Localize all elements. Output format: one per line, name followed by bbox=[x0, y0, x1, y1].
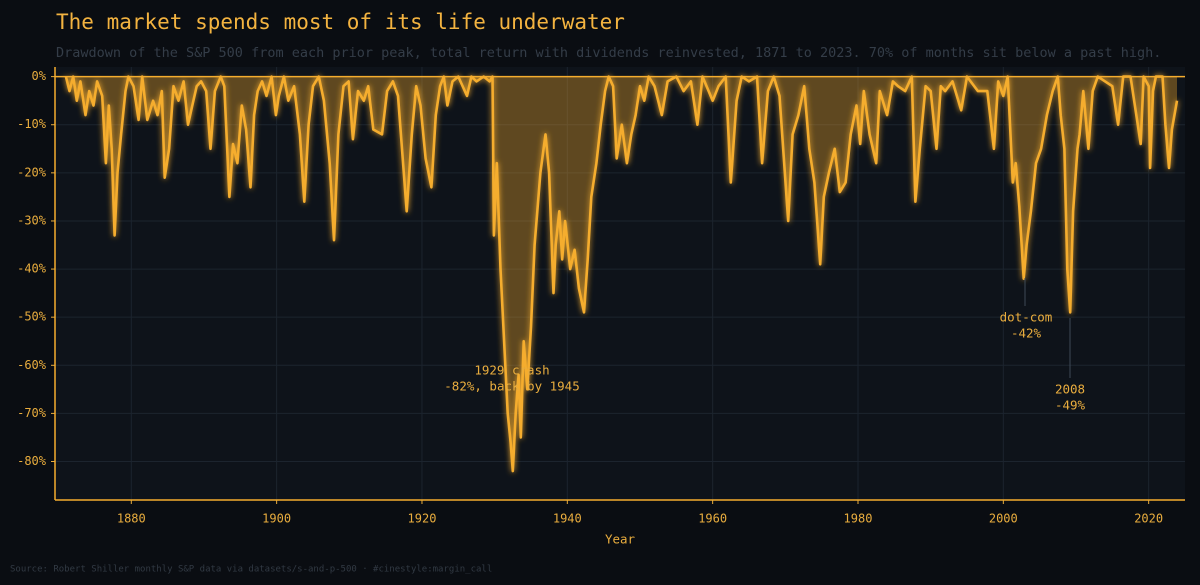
x-axis-label: Year bbox=[605, 532, 636, 547]
x-tick-label: 1960 bbox=[698, 512, 727, 526]
annotation: -82%, back by 1945 bbox=[444, 379, 579, 394]
annotation: -49% bbox=[1055, 398, 1086, 413]
x-tick-label: 1940 bbox=[553, 512, 582, 526]
x-tick-label: 2000 bbox=[989, 512, 1018, 526]
x-tick-label: 1920 bbox=[408, 512, 437, 526]
annotation: 1929 crash bbox=[474, 363, 549, 378]
y-tick-label: -60% bbox=[17, 358, 47, 372]
source-note: Source: Robert Shiller monthly S&P data … bbox=[10, 565, 492, 575]
y-tick-label: -70% bbox=[17, 406, 47, 420]
x-tick-label: 2020 bbox=[1134, 512, 1163, 526]
x-tick-label: 1880 bbox=[117, 512, 146, 526]
drawdown-line bbox=[64, 75, 1179, 473]
drawdown-area bbox=[65, 76, 1177, 472]
y-tick-label: -40% bbox=[17, 262, 47, 276]
annotation: 2008 bbox=[1055, 382, 1085, 397]
y-tick-label: -80% bbox=[17, 454, 47, 468]
y-tick-label: -30% bbox=[17, 213, 47, 227]
annotation: -42% bbox=[1011, 326, 1042, 341]
y-tick-label: -20% bbox=[17, 165, 47, 179]
x-tick-label: 1900 bbox=[262, 512, 291, 526]
x-tick-label: 1980 bbox=[844, 512, 873, 526]
annotation: dot-com bbox=[1000, 310, 1053, 325]
chart-subtitle: Drawdown of the S&P 500 from each prior … bbox=[56, 45, 1161, 61]
y-tick-label: -50% bbox=[17, 310, 47, 324]
y-tick-label: -10% bbox=[17, 117, 47, 131]
chart-title: The market spends most of its life under… bbox=[56, 10, 625, 34]
y-tick-label: 0% bbox=[32, 69, 47, 83]
